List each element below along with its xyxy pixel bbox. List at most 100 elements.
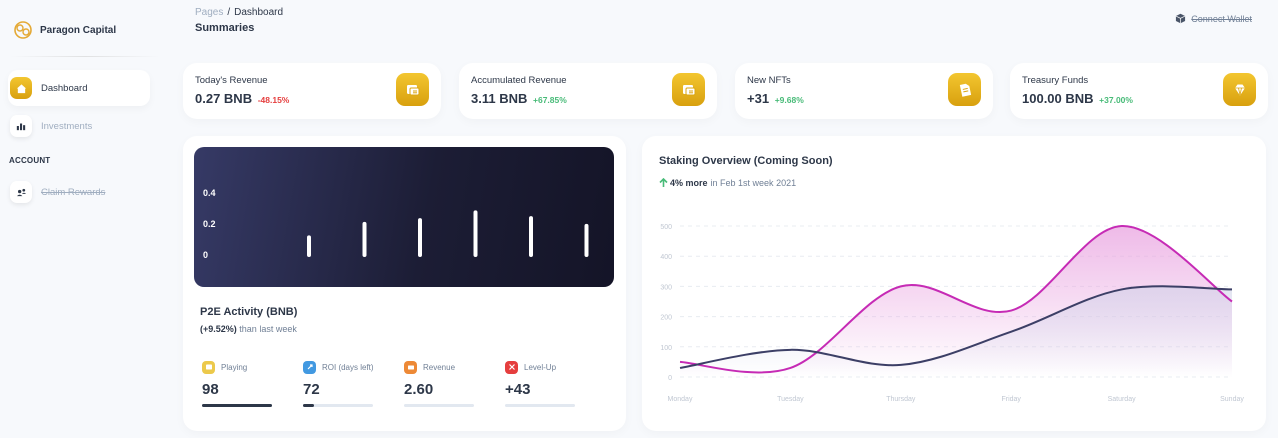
metric-progress — [303, 404, 373, 407]
breadcrumb-separator: / — [227, 7, 231, 18]
series-line — [679, 285, 1233, 369]
x-tick-label: Monday — [668, 396, 693, 403]
metric-revenue: Revenue 2.60 — [404, 360, 484, 407]
document-icon — [948, 73, 981, 106]
stat-label: New NFTs — [747, 75, 791, 86]
stat-change: -48.15% — [257, 95, 290, 105]
wallet-icon — [202, 360, 215, 374]
metric-label: ROI (days left) — [322, 362, 374, 372]
stat-amount: +31 — [747, 91, 770, 106]
metric-progress — [404, 404, 474, 407]
activity-subtitle: (+9.52%) than last week — [200, 324, 297, 334]
y-tick-label: 400 — [660, 254, 672, 261]
bar-chart: 0 0.2 0.4 — [203, 188, 589, 260]
sidebar-item-label: Claim Rewards — [41, 186, 106, 198]
brand-logo-icon — [12, 19, 34, 41]
y-tick-label: 300 — [660, 284, 672, 291]
bar-y-tick: 0.4 — [203, 188, 216, 198]
brand[interactable]: Paragon Capital — [12, 18, 116, 42]
metric-progress — [505, 404, 575, 407]
stat-label: Today's Revenue — [195, 75, 268, 86]
stat-card-treasury-funds: Treasury Funds 100.00 BNB +37.00% — [1010, 63, 1268, 119]
stat-value: 0.27 BNB -48.15% — [195, 91, 289, 106]
activity-title: P2E Activity (BNB) — [200, 306, 298, 318]
activity-change: (+9.52%) — [200, 324, 237, 334]
metric-progress-fill — [202, 404, 272, 407]
stat-value: 3.11 BNB +67.85% — [471, 91, 567, 106]
metric-playing: Playing 98 — [202, 360, 282, 407]
metric-level-up: Level-Up +43 — [505, 360, 585, 407]
tools-icon — [505, 360, 518, 374]
connect-wallet-label: Connect Wallet — [1191, 13, 1252, 24]
stat-label: Accumulated Revenue — [471, 75, 567, 86]
x-tick-label: Saturday — [1108, 396, 1137, 403]
stat-card-todays-revenue: Today's Revenue 0.27 BNB -48.15% — [183, 63, 441, 119]
p2e-activity-card: 0 0.2 0.4 P2E Activity (BNB) (+9.52%) than… — [183, 136, 626, 431]
stat-amount: 3.11 BNB — [471, 91, 528, 106]
sidebar-item-investments[interactable]: Investments — [8, 108, 150, 144]
staking-subtitle: 4% more in Feb 1st week 2021 — [659, 178, 796, 188]
metric-label: Level-Up — [524, 362, 557, 372]
stat-value: 100.00 BNB +37.00% — [1022, 91, 1133, 106]
metric-progress — [202, 404, 272, 407]
stat-label: Treasury Funds — [1022, 75, 1089, 86]
stat-change: +67.85% — [533, 95, 567, 105]
home-icon — [10, 77, 32, 99]
breadcrumb: Pages / Dashboard — [195, 7, 283, 18]
users-icon — [10, 181, 32, 203]
metric-progress-fill — [303, 404, 314, 407]
x-tick-label: Tuesday — [777, 396, 804, 403]
stat-card-accumulated-revenue: Accumulated Revenue 3.11 BNB +67.85% — [459, 63, 717, 119]
stat-amount: 100.00 BNB — [1022, 91, 1094, 106]
series-line — [679, 224, 1233, 374]
staking-sub-text: in Feb 1st week 2021 — [710, 178, 797, 188]
sidebar-item-claim-rewards[interactable]: Claim Rewards — [8, 174, 150, 210]
bar-y-tick: 0 — [203, 250, 208, 260]
y-tick-label: 200 — [660, 315, 672, 322]
stat-value: +31 +9.68% — [747, 91, 804, 106]
rocket-icon — [303, 360, 316, 374]
diamond-icon — [1223, 73, 1256, 106]
y-tick-label: 0 — [668, 375, 672, 382]
x-tick-label: Sunday — [1220, 396, 1244, 403]
breadcrumb-root[interactable]: Pages — [195, 7, 224, 18]
wallet-icon — [396, 73, 429, 106]
sidebar-item-label: Dashboard — [41, 82, 88, 94]
stat-change: +37.00% — [1099, 95, 1133, 105]
wallet-icon — [672, 73, 705, 106]
staking-highlight: 4% more — [670, 178, 708, 188]
stat-amount: 0.27 BNB — [195, 91, 253, 106]
series-area — [680, 286, 1232, 377]
connect-wallet-button[interactable]: Connect Wallet — [1175, 13, 1252, 24]
sidebar-section-title: ACCOUNT — [9, 156, 51, 165]
x-tick-label: Thursday — [886, 396, 916, 403]
y-tick-label: 500 — [660, 224, 672, 231]
brand-name: Paragon Capital — [40, 24, 117, 36]
metric-value: +43 — [505, 381, 531, 398]
arrow-up-icon — [659, 178, 668, 187]
metric-roi: ROI (days left) 72 — [303, 360, 383, 407]
x-tick-label: Friday — [1001, 396, 1021, 403]
staking-overview-card: Staking Overview (Coming Soon) 4% more i… — [642, 136, 1266, 431]
stat-card-new-nfts: New NFTs +31 +9.68% — [735, 63, 993, 119]
metric-label: Revenue — [423, 362, 456, 372]
page-title: Summaries — [195, 22, 255, 34]
sidebar-item-dashboard[interactable]: Dashboard — [8, 70, 150, 106]
metric-label: Playing — [221, 362, 248, 372]
metric-value: 2.60 — [404, 381, 434, 398]
bar-chart-panel: 0 0.2 0.4 — [194, 147, 614, 287]
y-tick-label: 100 — [660, 345, 672, 352]
activity-sub-text: than last week — [239, 324, 297, 334]
bar-y-tick: 0.2 — [203, 219, 216, 229]
brand-divider — [10, 56, 160, 57]
staking-line-chart: 0 100 200 300 400 500 Monday Tuesday Thursday Fri… — [660, 224, 1244, 403]
metric-value: 98 — [202, 381, 219, 398]
cube-icon — [1176, 13, 1186, 24]
metric-value: 72 — [303, 381, 320, 398]
sidebar-item-label: Investments — [41, 120, 93, 132]
stat-change: +9.68% — [774, 95, 804, 105]
cart-icon — [404, 360, 417, 374]
staking-title: Staking Overview (Coming Soon) — [659, 155, 833, 167]
sidebar: Paragon Capital Dashboard Investments AC… — [0, 0, 165, 438]
breadcrumb-current: Dashboard — [234, 7, 284, 18]
